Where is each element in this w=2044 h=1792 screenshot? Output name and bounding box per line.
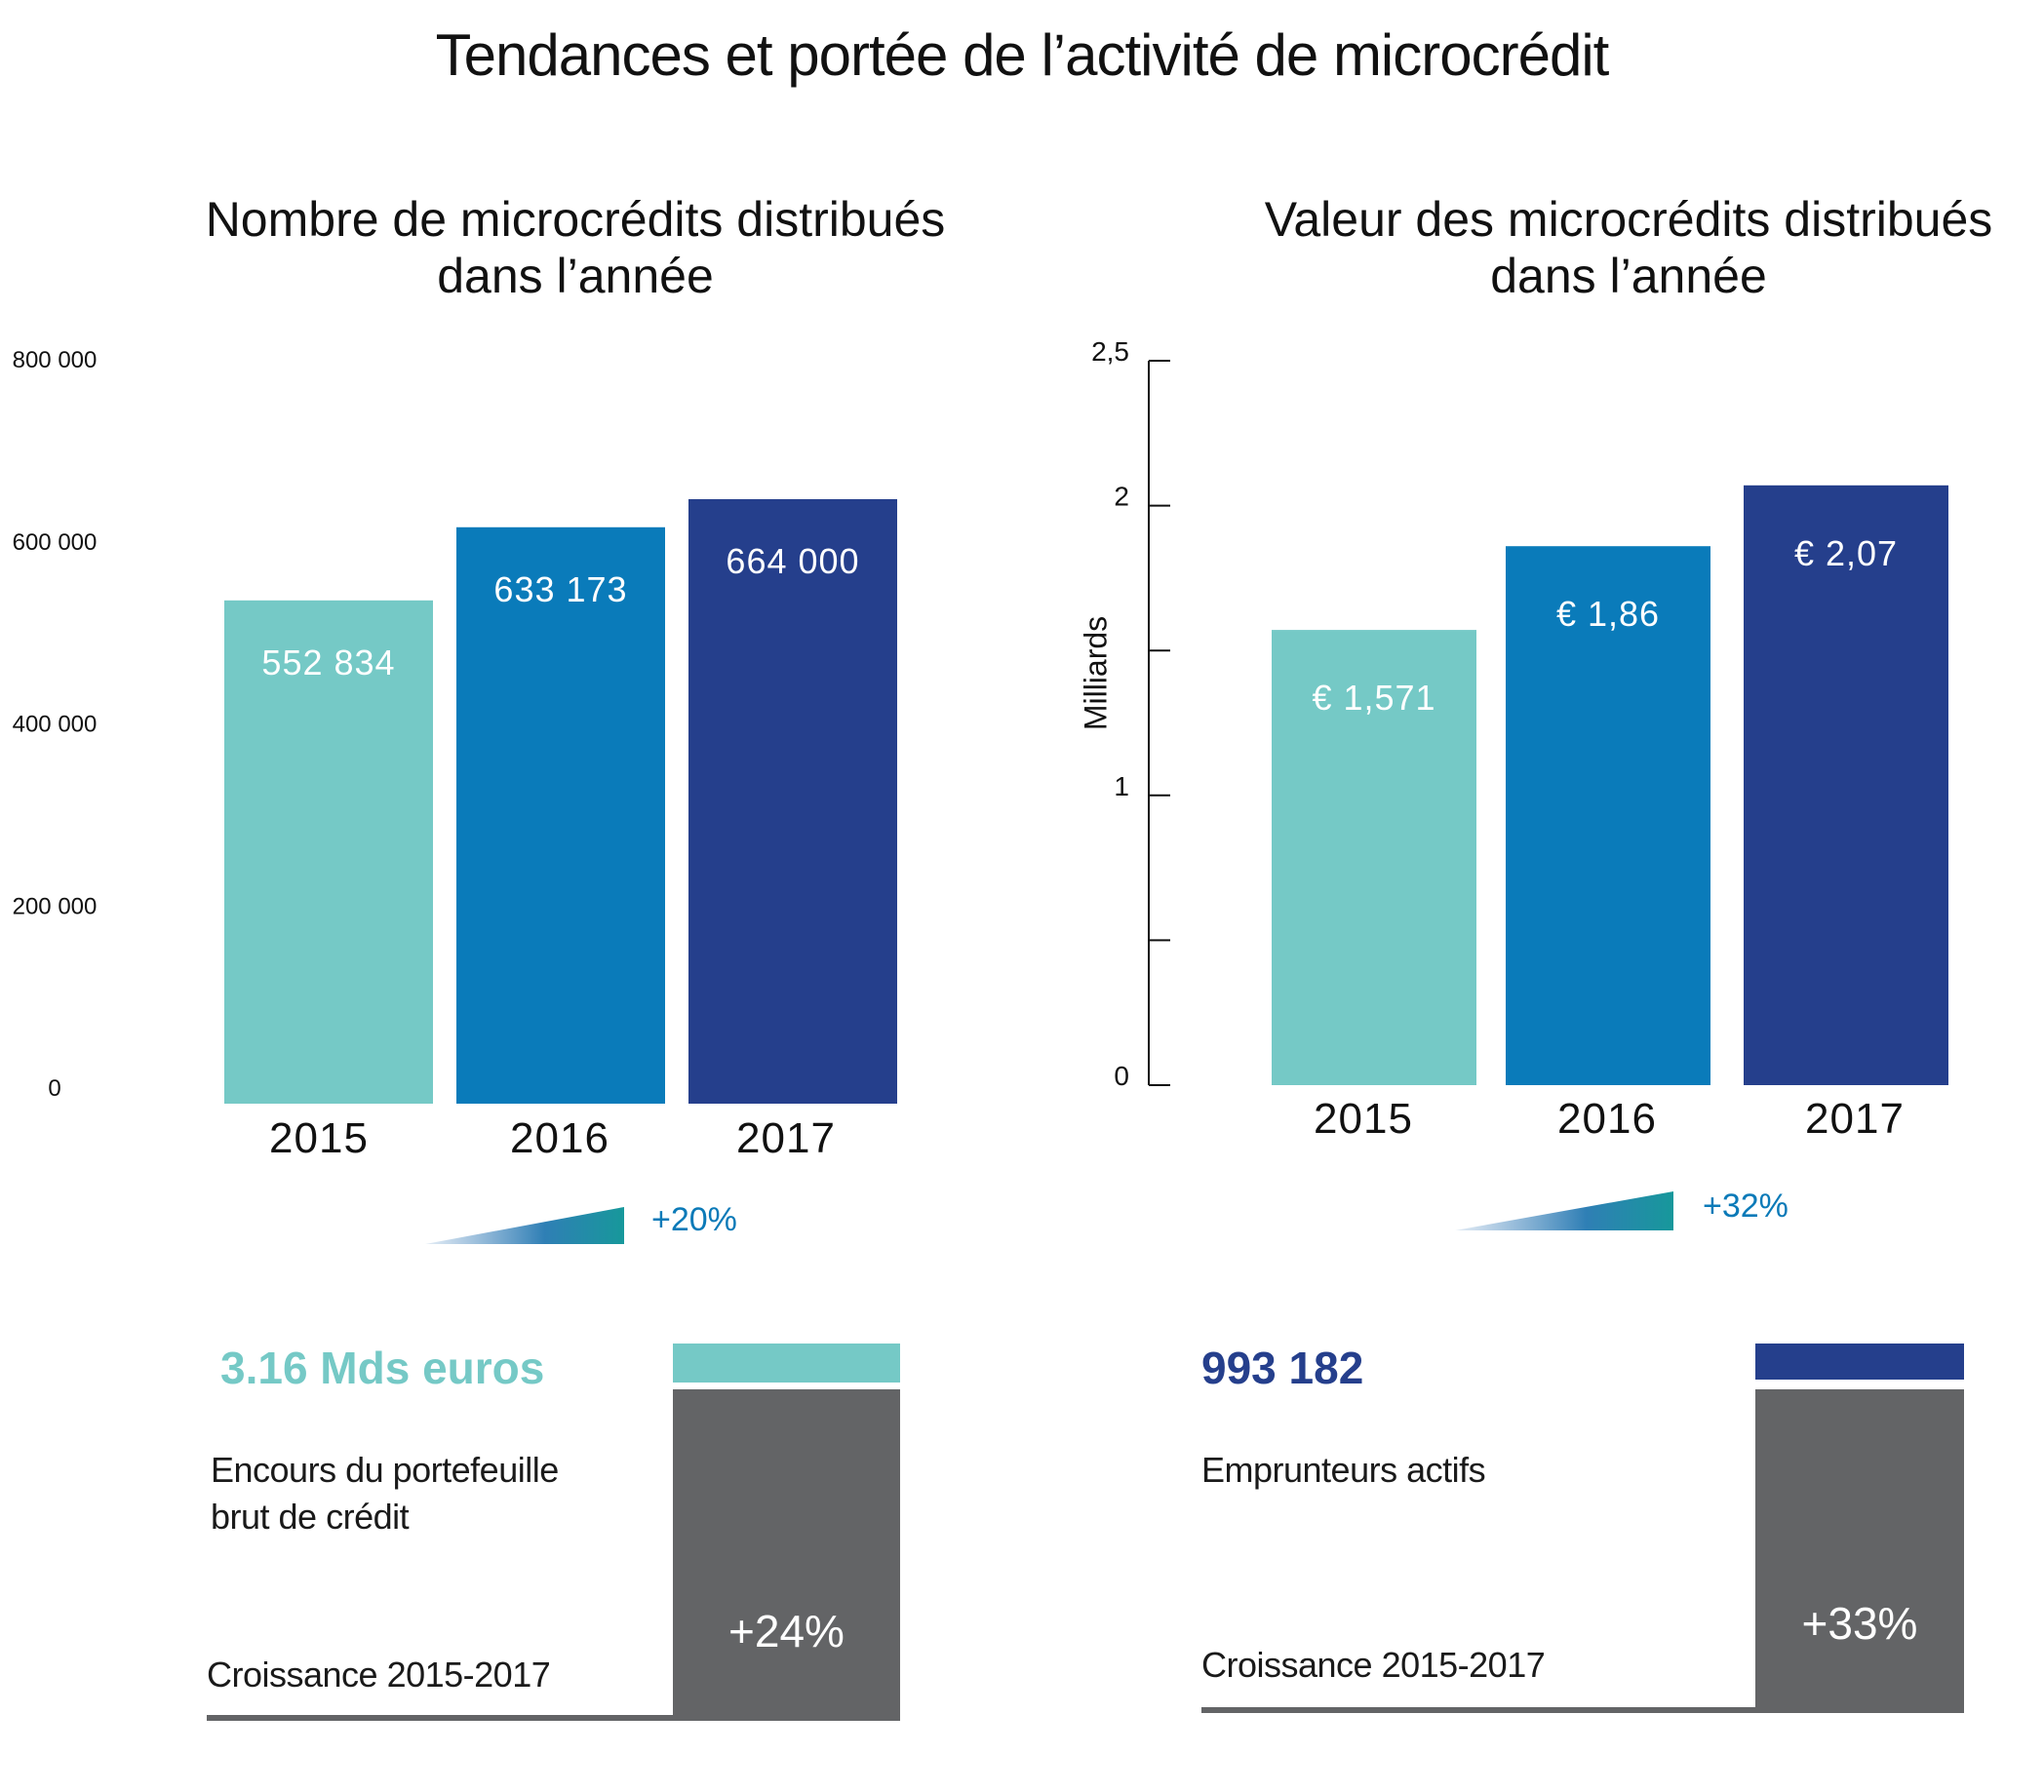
x-category-label: 2016 xyxy=(1557,1095,1657,1143)
bar-2016 xyxy=(456,526,665,1104)
y-tick-label: 2,5 xyxy=(1091,336,1129,367)
bar-2017 xyxy=(688,498,897,1104)
chart1-title: Nombre de microcrédits distribués dans l… xyxy=(205,192,946,303)
bar-value-label: € 2,07 xyxy=(1794,533,1898,573)
y-tick-label: 0 xyxy=(48,1075,60,1102)
y-tick-label: 200 000 xyxy=(13,893,98,919)
y-tick-label: 2 xyxy=(1114,482,1129,512)
growth-wedge xyxy=(425,1207,624,1244)
y-tick-label: 1 xyxy=(1114,771,1129,801)
bar-value-label: 664 000 xyxy=(726,541,859,581)
bar-value-label: 552 834 xyxy=(261,643,395,682)
kpi2-gray-bar xyxy=(1755,1389,1964,1713)
chart1-growth-label: +20% xyxy=(651,1201,737,1238)
y-tick-label: 0 xyxy=(1114,1061,1129,1091)
kpi1-description-line: Encours du portefeuille xyxy=(211,1450,559,1490)
kpi2-description-line: Emprunteurs actifs xyxy=(1201,1450,1486,1490)
x-category-label: 2016 xyxy=(510,1114,609,1162)
kpi2-growth-label: Croissance 2015-2017 xyxy=(1201,1645,1546,1685)
kpi2-baseline xyxy=(1201,1707,1757,1713)
bar-value-label: € 1,86 xyxy=(1556,594,1660,634)
chart2-svg: 2,5 2 1 0 € 1,571 € 1,86 € 2,07 2015 2016 2017 xyxy=(1091,336,1948,1230)
page-title: Tendances et portée de l’activité de mic… xyxy=(435,22,1610,88)
y-tick-label: 800 000 xyxy=(13,347,98,373)
kpi1-gray-bar xyxy=(673,1389,900,1721)
chart2-title: Valeur des microcrédits distribués dans … xyxy=(1264,192,1993,303)
kpi1-growth-value: +24% xyxy=(728,1606,845,1656)
kpi2-accent-bar xyxy=(1755,1344,1964,1380)
kpi2-value: 993 182 xyxy=(1201,1343,1364,1393)
y-tick-label: 600 000 xyxy=(13,529,98,556)
chart2-ylabel-wrap: Milliards xyxy=(1069,595,1127,751)
kpi1-accent-bar xyxy=(673,1344,900,1383)
x-category-label: 2017 xyxy=(736,1114,836,1162)
y-tick-label: 400 000 xyxy=(13,712,98,738)
growth-wedge xyxy=(1455,1191,1673,1230)
chart1-svg: 800 000 600 000 400 000 200 000 0 552 834 633… xyxy=(13,347,897,1244)
bar-value-label: 633 173 xyxy=(493,569,627,609)
x-category-label: 2015 xyxy=(1314,1095,1413,1143)
chart2-growth-label: +32% xyxy=(1703,1188,1788,1225)
chart2-ylabel: Milliards xyxy=(1078,615,1114,731)
bar-2017 xyxy=(1744,485,1948,1085)
kpi1-growth-label: Croissance 2015-2017 xyxy=(207,1655,551,1695)
kpi1-value: 3.16 Mds euros xyxy=(220,1343,545,1393)
bar-value-label: € 1,571 xyxy=(1312,678,1435,718)
x-category-label: 2017 xyxy=(1805,1095,1905,1143)
kpi2-description: Emprunteurs actifs xyxy=(1201,1447,1486,1494)
bar-2015 xyxy=(1272,630,1476,1085)
kpi1-description: Encours du portefeuille brut de crédit xyxy=(211,1447,559,1540)
kpi1-description-line: brut de crédit xyxy=(211,1497,410,1537)
kpi2-growth-value: +33% xyxy=(1801,1598,1918,1649)
kpi1-baseline xyxy=(207,1715,675,1721)
bar-2015 xyxy=(224,600,433,1104)
bar-2016 xyxy=(1506,546,1710,1085)
x-category-label: 2015 xyxy=(269,1114,369,1162)
